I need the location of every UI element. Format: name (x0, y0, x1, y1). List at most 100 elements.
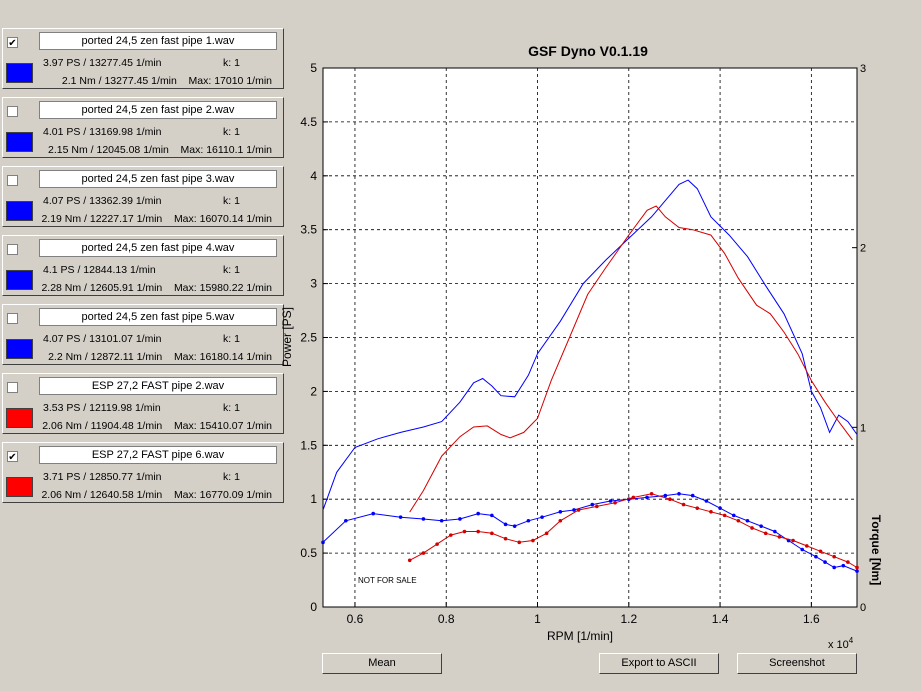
series-point (814, 554, 818, 559)
run-torque-readout: 2.06 Nm / 12640.58 1/min Max: 16770.09 1… (41, 489, 272, 501)
run-panel: ported 24,5 zen fast pipe 4.wav 4.1 PS /… (2, 235, 284, 296)
series-point (407, 558, 412, 563)
series-point (476, 529, 480, 534)
run-filename-field[interactable]: ported 24,5 zen fast pipe 2.wav (39, 101, 277, 119)
series-point (490, 513, 494, 518)
series-point (823, 560, 827, 564)
series-point (841, 563, 846, 568)
series-point (832, 565, 836, 570)
series-point (855, 569, 859, 573)
series-point (613, 500, 617, 505)
series-point (681, 502, 686, 507)
series-point (677, 492, 681, 496)
run-max-rpm: Max: 16180.14 1/min (173, 351, 272, 363)
run-checkbox[interactable]: ✔ (7, 37, 18, 49)
run-color-swatch[interactable] (6, 63, 33, 83)
run-checkbox[interactable]: ✔ (7, 451, 18, 463)
axis-ticks: 0.6 0.8 1 1.2 1.4 1.6 0 0.5 1 1.5 2 2.5 3 3.5 4 4.5 5 0 1 2… (300, 61, 866, 626)
screenshot-button[interactable]: Screenshot (737, 653, 857, 674)
run-color-swatch[interactable] (6, 270, 33, 290)
run-max-rpm: Max: 16110.1 1/min (180, 144, 272, 156)
series-point (704, 499, 709, 503)
y-tick-label-left: 3.5 (300, 223, 317, 237)
series-point (572, 508, 576, 512)
series-point (558, 509, 563, 514)
series-point (786, 538, 791, 543)
run-checkbox[interactable] (7, 313, 18, 324)
series-point (645, 495, 649, 500)
series-point (462, 529, 467, 534)
run-color-swatch[interactable] (6, 477, 33, 497)
run-torque-readout: 2.06 Nm / 11904.48 1/min Max: 15410.07 1… (42, 420, 272, 432)
run-color-swatch[interactable] (6, 339, 33, 359)
run-filename-field[interactable]: ported 24,5 zen fast pipe 4.wav (39, 239, 277, 257)
series-line-2 (322, 493, 858, 572)
series-point (745, 518, 750, 523)
watermark: NOT FOR SALE (358, 576, 417, 585)
series-point (690, 493, 695, 498)
run-checkbox[interactable] (7, 244, 18, 255)
series-point (759, 524, 763, 528)
export-ascii-button[interactable]: Export to ASCII (599, 653, 719, 674)
run-filename-field[interactable]: ESP 27,2 FAST pipe 2.wav (39, 377, 277, 395)
run-max-rpm: Max: 15980.22 1/min (173, 282, 272, 294)
y-tick-label-right: 2 (860, 243, 866, 255)
run-power-readout: 3.53 PS / 12119.98 1/min (43, 402, 161, 414)
run-power-readout: 4.07 PS / 13362.39 1/min (43, 195, 162, 207)
run-power-readout: 4.01 PS / 13169.98 1/min (43, 126, 162, 138)
run-power-readout: 4.07 PS / 13101.07 1/min (43, 333, 162, 345)
series-point (595, 504, 599, 509)
run-torque-readout: 2.2 Nm / 12872.11 1/min Max: 16180.14 1/… (48, 351, 272, 363)
y-tick-label-left: 0.5 (300, 546, 317, 560)
run-torque-readout: 2.1 Nm / 13277.45 1/min Max: 17010 1/min (62, 75, 272, 87)
run-filename-field[interactable]: ported 24,5 zen fast pipe 5.wav (39, 308, 277, 326)
run-color-swatch[interactable] (6, 408, 33, 428)
x-tick-label: 0.6 (347, 612, 364, 626)
series-point (531, 538, 535, 543)
series-line-0 (322, 179, 858, 511)
run-panel: ported 24,5 zen fast pipe 5.wav 4.07 PS … (2, 304, 284, 365)
run-checkbox[interactable] (7, 382, 18, 393)
run-k-factor: k: 1 (223, 126, 240, 138)
run-k-factor: k: 1 (223, 402, 240, 414)
plot-area (322, 67, 858, 608)
y-tick-label-left: 4.5 (300, 115, 317, 129)
series-point (512, 524, 517, 528)
run-k-factor: k: 1 (223, 471, 240, 483)
y-tick-label-right: 0 (860, 602, 866, 614)
series-point (773, 529, 777, 534)
mean-button[interactable]: Mean (322, 653, 442, 674)
run-color-swatch[interactable] (6, 201, 33, 221)
x-tick-label: 1 (534, 612, 541, 626)
run-max-rpm: Max: 16770.09 1/min (173, 489, 272, 501)
series-point (718, 506, 722, 510)
series-point (804, 544, 809, 548)
series-point (709, 509, 713, 514)
run-torque-value: 2.19 Nm / 12227.17 1/min (41, 213, 163, 225)
run-color-swatch[interactable] (6, 132, 33, 152)
series-point (736, 518, 741, 523)
series-point (731, 513, 736, 518)
y-tick-label-left: 0 (310, 600, 317, 614)
run-filename-field[interactable]: ported 24,5 zen fast pipe 3.wav (39, 170, 277, 188)
run-filename-field[interactable]: ESP 27,2 FAST pipe 6.wav (39, 446, 277, 464)
run-k-factor: k: 1 (223, 57, 240, 69)
run-checkbox[interactable] (7, 106, 18, 117)
run-panel: ported 24,5 zen fast pipe 3.wav 4.07 PS … (2, 166, 284, 227)
y-axis-right-label: Torque [Nm] (869, 515, 883, 585)
run-filename-field[interactable]: ported 24,5 zen fast pipe 1.wav (39, 32, 277, 50)
series-point (490, 531, 494, 536)
series-point (631, 495, 636, 500)
series-point (800, 547, 805, 552)
run-checkbox[interactable] (7, 175, 18, 186)
run-torque-readout: 2.19 Nm / 12227.17 1/min Max: 16070.14 1… (41, 213, 272, 225)
x-tick-label: 1.6 (803, 612, 820, 626)
series-point (608, 499, 613, 503)
run-torque-value: 2.06 Nm / 12640.58 1/min (41, 489, 163, 501)
y-tick-label-left: 5 (310, 61, 317, 75)
run-max-rpm: Max: 17010 1/min (188, 75, 272, 87)
run-k-factor: k: 1 (223, 264, 240, 276)
series-point (818, 549, 823, 554)
run-panel: ESP 27,2 FAST pipe 2.wav 3.53 PS / 12119… (2, 373, 284, 434)
series-point (398, 515, 403, 519)
